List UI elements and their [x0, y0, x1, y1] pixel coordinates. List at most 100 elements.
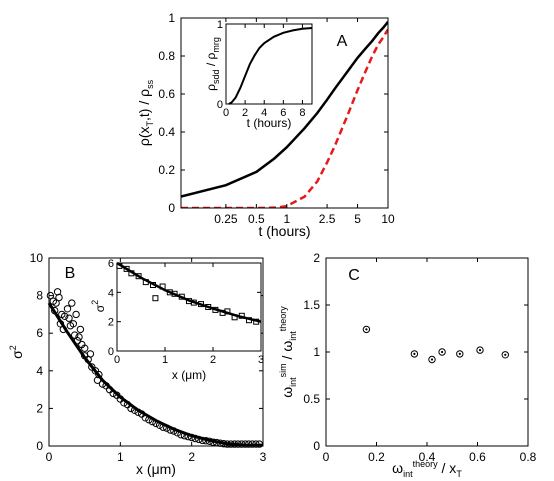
panel-b-inset-ytick-label: 6 [108, 258, 114, 270]
panel-c-data-point [428, 355, 436, 364]
panel-c-data-point [501, 351, 509, 359]
panel-a-inset-curve [228, 27, 313, 105]
panel-c-data-point-center [478, 349, 482, 352]
panel-c-xtick-label: 0.6 [469, 450, 486, 464]
panel-c-xlabel: ωinttheory / xT [392, 459, 462, 479]
panel-a-ytick-label: 1 [168, 11, 175, 25]
panel-a-axes-frame [180, 17, 389, 209]
panel-b-ylabel: σ2 [8, 345, 25, 359]
panel-a-ytick-label: 0.8 [158, 49, 175, 63]
panel-b-data-point [86, 350, 95, 358]
panel-b-inset-fit-curve [116, 261, 262, 323]
panel-b-data-point [65, 314, 73, 322]
panel-c-data-point-center [413, 352, 416, 355]
panel-a-curves [181, 21, 388, 208]
panel-a-inset-axes-frame [225, 23, 313, 105]
panel-b-data-point [60, 312, 69, 320]
panel-c-xtick-label: 0 [323, 450, 330, 464]
panel-b-data-point [72, 310, 80, 319]
panel-c-data-point [362, 325, 371, 334]
panel-a-ytick-label: 0.4 [158, 125, 175, 139]
panel-b-data-point [69, 320, 78, 328]
panel-c-ytick-label: 0.5 [303, 392, 320, 406]
panel-b-ytick-label: 0 [36, 439, 43, 453]
panel-b-inset-data-point [123, 265, 130, 272]
panel-b-ytick-label: 4 [36, 364, 43, 378]
panel-a-inset-xtick-label: 4 [261, 107, 267, 119]
panel-b-inset-xtick-label: 1 [162, 354, 168, 366]
panel-c-xtick-label: 0.2 [368, 450, 385, 464]
panel-c-data-point-center [504, 353, 507, 356]
panel-b-inset-xtick-label: 3 [258, 354, 264, 366]
panel-c-data-point-center [441, 350, 444, 354]
panel-c-ylabel: ωintsim / ωinttheory [278, 306, 298, 398]
panel-b-inset-ytick-label: 0 [108, 346, 114, 358]
panel-b-inset-ytick-label: 2 [108, 317, 114, 329]
panel-a-inset-ytick-label: 0 [217, 99, 223, 111]
panel-b-ytick-label: 8 [36, 289, 43, 303]
panel-b-data-point [75, 333, 83, 341]
panel-a-inset-xtick-label: 8 [299, 107, 305, 119]
panel-b-label: B [65, 265, 76, 282]
panel-a-inset-ytick-label: 1 [217, 19, 223, 31]
panel-c-xtick-label: 0.8 [520, 450, 537, 464]
panel-b-data-point [52, 299, 60, 307]
panel-b-inset-ytick-label: 4 [108, 287, 114, 299]
panel-b-ytick-label: 10 [30, 251, 44, 265]
panel-b-xtick-label: 3 [260, 450, 267, 464]
panel-c-xtick-label: 0.4 [419, 450, 436, 464]
panel-a-ylabel: ρ(xT,t) / ρss [136, 79, 155, 146]
panel-b-fit-curve [47, 302, 263, 447]
panel-b: 0 1 2 3 0 2 4 6 8 10 x (μm) σ2 B 0 1 2 3 0 2 4 6 x (μm) σ2 [8, 251, 267, 477]
panel-c-ytick-label: 1.5 [303, 298, 320, 312]
panel-b-data-point [68, 299, 76, 307]
panel-b-ytick-label: 2 [36, 401, 43, 415]
panel-b-xtick-label: 0 [46, 450, 53, 464]
panel-b-ytick-label: 6 [36, 326, 43, 340]
panel-a-inset-xtick-label: 0 [223, 107, 229, 119]
panel-a-inset-ylabel: ρsdd / ρmrg [204, 37, 221, 91]
panel-b-data-point [53, 288, 62, 296]
panel-a-xtick-label: 1 [283, 212, 290, 226]
panel-b-axes-frame [48, 257, 264, 447]
panel-c-ytick-label: 2 [313, 251, 320, 265]
panel-a-xtick-label: 10 [381, 212, 395, 226]
panel-c-data-point [438, 348, 446, 356]
panel-b-xtick-label: 1 [117, 450, 124, 464]
panel-a-ytick-label: 0 [168, 201, 175, 215]
panel-a-xlabel: t (hours) [258, 223, 310, 239]
panel-b-inset-data-point [135, 273, 142, 280]
panel-c-ytick-label: 0 [313, 439, 320, 453]
panel-c-data-point [410, 350, 419, 358]
panel-a-series-solid-line [181, 21, 388, 198]
panel-c: 0 0.2 0.4 0.6 0.8 0 0.5 1 1.5 2 ωinttheory / xT ωin… [278, 251, 537, 479]
panel-b-inset-xtick-label: 2 [210, 354, 216, 366]
panel-b-inset-data-point [152, 295, 159, 302]
panel-c-data-point-center [365, 328, 368, 331]
panel-b-xlabel: x (μm) [136, 461, 176, 477]
panel-b-data-point [81, 344, 89, 352]
panel-b-data-point [76, 325, 85, 334]
panel-a-xtick-label: 0.5 [248, 212, 265, 226]
panel-a-xtick-label: 0.25 [214, 212, 238, 226]
panel-a-xtick-label: 2.5 [319, 212, 336, 226]
panel-a-inset-xtick-label: 6 [280, 107, 286, 119]
panel-a-label: A [337, 33, 348, 50]
panel-b-inset-xtick-label: 0 [114, 354, 120, 366]
panel-a-xtick-label: 5 [354, 212, 361, 226]
panel-b-inset-ylabel: σ2 [90, 300, 107, 312]
panel-c-label: C [348, 267, 360, 284]
panel-a-ytick-label: 0.6 [158, 87, 175, 101]
panel-c-data-point [456, 350, 464, 358]
panel-b-xtick-label: 2 [188, 450, 195, 464]
panel-c-data-point-center [430, 358, 434, 361]
panel-c-ytick-label: 1 [313, 345, 320, 359]
panel-a-inset-xtick-label: 2 [242, 107, 248, 119]
panel-c-axes-frame [325, 257, 529, 447]
panel-b-data-point [63, 305, 72, 313]
panel-a-inset-xlabel: t (hours) [247, 116, 292, 130]
panel-c-data-point-center [458, 352, 461, 355]
panel-a-ytick-label: 0.2 [158, 163, 175, 177]
